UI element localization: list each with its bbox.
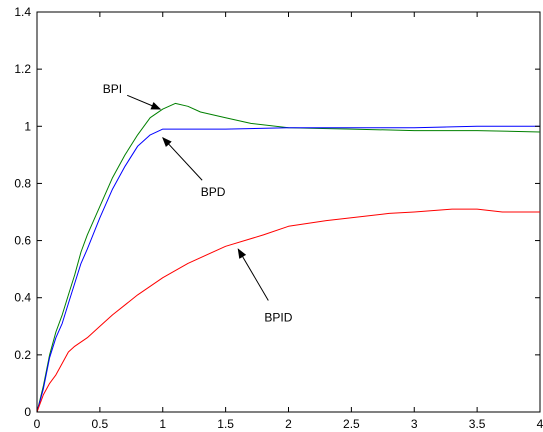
annotation-label-bpi: BPI <box>103 82 122 96</box>
x-tick-label: 0 <box>34 417 41 431</box>
annotation-arrow-bpd <box>162 136 203 181</box>
x-tick-label: 0.5 <box>92 417 109 431</box>
x-tick-label: 3.5 <box>469 417 486 431</box>
y-tick-label: 1.2 <box>14 62 31 76</box>
x-tick-label: 2.5 <box>343 417 360 431</box>
x-tick-label: 2 <box>285 417 292 431</box>
y-tick-label: 0 <box>24 405 31 419</box>
y-tick-label: 0.4 <box>14 291 31 305</box>
series-line-3 <box>36 208 540 413</box>
plot-area <box>36 11 541 413</box>
x-tick-label: 4 <box>537 417 543 431</box>
y-tick-label: 0.6 <box>14 234 31 248</box>
y-tick-label: 1 <box>24 119 31 133</box>
x-tick-label: 1.5 <box>217 417 234 431</box>
y-tick-label: 0.8 <box>14 176 31 190</box>
annotation-arrow-bpid <box>237 248 269 301</box>
y-tick-label: 0.2 <box>14 348 31 362</box>
series-line-2 <box>36 125 540 413</box>
annotation-label-bpid: BPID <box>264 311 292 325</box>
annotation-arrow-bpi <box>127 94 162 110</box>
annotation-label-bpd: BPD <box>201 185 226 199</box>
x-tick-label: 1 <box>159 417 166 431</box>
y-tick-label: 1.4 <box>14 5 31 19</box>
x-tick-label: 3 <box>411 417 418 431</box>
